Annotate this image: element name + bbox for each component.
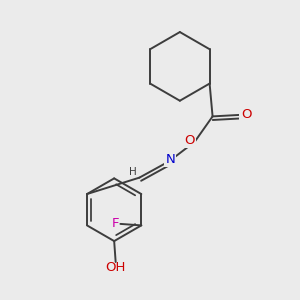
Text: O: O: [241, 108, 251, 122]
Text: H: H: [129, 167, 137, 177]
Text: N: N: [165, 153, 175, 166]
Text: F: F: [111, 218, 119, 230]
Text: OH: OH: [106, 262, 126, 275]
Text: O: O: [184, 134, 194, 147]
